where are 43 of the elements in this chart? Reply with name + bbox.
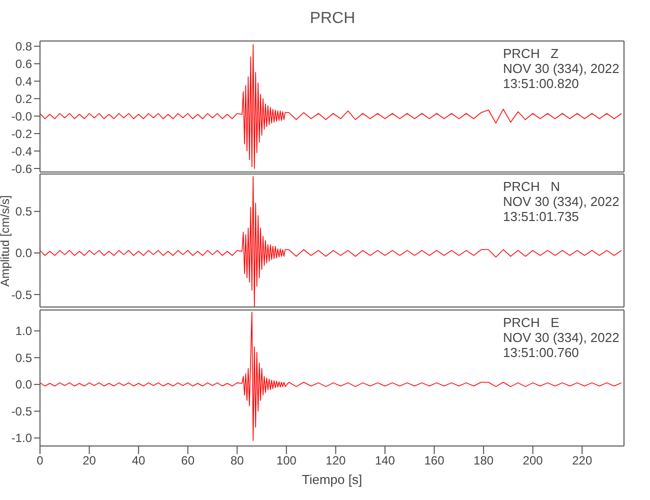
y-tick-label: 0.0 (15, 378, 32, 392)
line-series (40, 312, 622, 442)
annotation: PRCH N (503, 179, 562, 194)
y-tick-label: -1.0 (11, 431, 32, 446)
y-tick-label: 0.6 (15, 56, 32, 71)
x-axis-title: Tiempo [s] (302, 472, 362, 487)
y-tick-label: -0.6 (11, 162, 32, 176)
line-series (40, 176, 622, 307)
x-tick-label: 180 (474, 454, 494, 468)
x-tick-label: 0 (36, 454, 44, 468)
annotation: PRCH E (503, 315, 560, 330)
annotation: 13:51:00.820 (503, 76, 580, 91)
y-tick-label: 0.2 (15, 92, 32, 106)
x-tick-label: 100 (276, 454, 297, 468)
y-axis-title: Amplitud [cm/s/s] (0, 194, 12, 286)
y-tick-label: 1.0 (15, 324, 32, 338)
y-tick-label: -0.0 (11, 109, 32, 124)
annotation: PRCH Z (503, 46, 560, 61)
x-tick-label: 120 (326, 454, 346, 468)
line-series (40, 44, 622, 169)
y-tick-label: -0.2 (11, 126, 32, 141)
x-tick-label: 220 (572, 454, 592, 468)
x-tick-label: 20 (82, 454, 96, 468)
x-tick-label: 40 (132, 454, 146, 468)
y-tick-label: -0.4 (11, 144, 32, 158)
y-tick-label: 0.4 (15, 74, 32, 88)
annotation: NOV 30 (334), 2022 (503, 194, 620, 209)
chart-title: PRCH (308, 10, 356, 28)
annotation: NOV 30 (334), 2022 (503, 330, 620, 345)
annotation: 13:51:01.735 (503, 209, 580, 224)
annotation: NOV 30 (334), 2022 (503, 61, 620, 76)
x-tick-label: 200 (522, 454, 544, 468)
y-tick-label: 0.0 (15, 246, 32, 260)
x-tick-label: 140 (374, 454, 396, 468)
y-tick-label: -0.5 (11, 404, 32, 418)
y-tick-label: -0.5 (11, 288, 32, 302)
annotation: 13:51:00.760 (503, 345, 580, 360)
y-tick-label: 0.8 (15, 40, 32, 54)
y-tick-label: 0.5 (15, 350, 32, 365)
y-tick-label: 0.5 (15, 204, 32, 219)
x-tick-label: 60 (181, 454, 195, 468)
x-tick-label: 160 (424, 454, 445, 468)
x-tick-label: 80 (230, 454, 244, 468)
